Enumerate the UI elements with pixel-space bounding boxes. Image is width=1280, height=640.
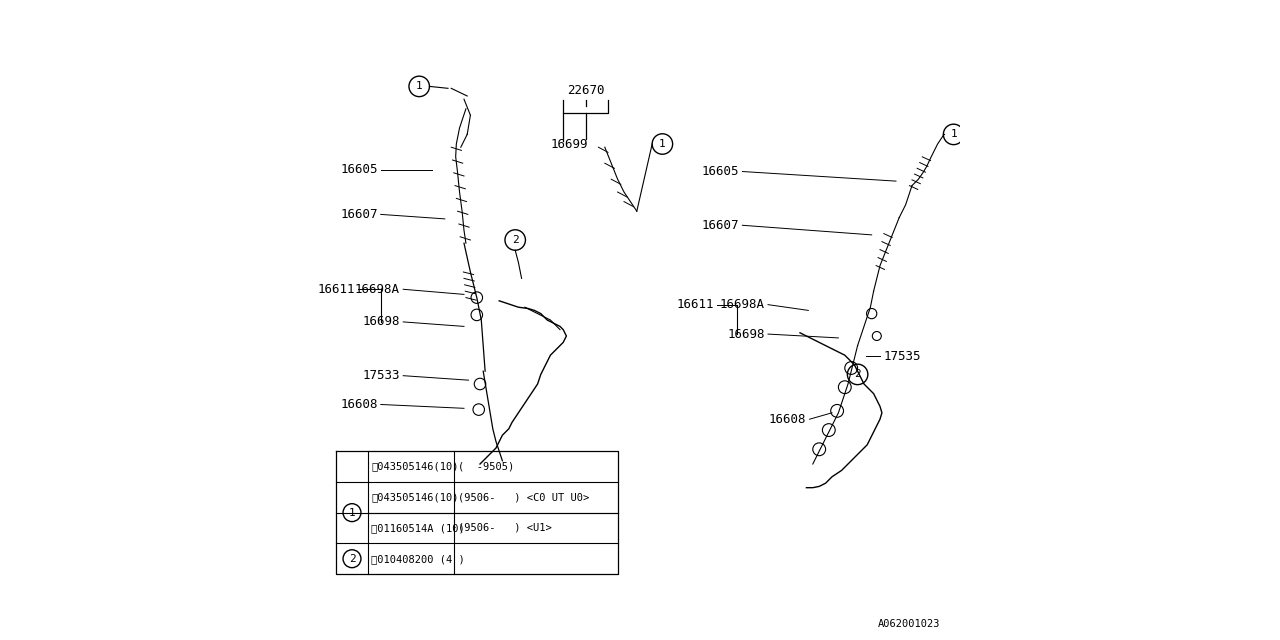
Text: 1: 1 [348, 508, 356, 518]
Text: 22670: 22670 [567, 84, 604, 97]
Text: 1: 1 [416, 81, 422, 92]
Text: 16611: 16611 [676, 298, 714, 311]
Text: Ⓝ043505146(10): Ⓝ043505146(10) [371, 461, 458, 472]
Text: 2: 2 [512, 235, 518, 245]
Text: (9506-   ) <U1>: (9506- ) <U1> [458, 523, 552, 533]
Text: ⒲010408200 (4 ): ⒲010408200 (4 ) [371, 554, 465, 564]
Text: (  -9505): ( -9505) [458, 461, 513, 472]
Text: 2: 2 [854, 369, 861, 380]
Text: 16608: 16608 [340, 398, 378, 411]
Text: 16605: 16605 [701, 165, 740, 178]
Text: 16698: 16698 [727, 328, 765, 340]
Text: 16698A: 16698A [719, 298, 765, 311]
Text: 16607: 16607 [701, 219, 740, 232]
Text: 16605: 16605 [340, 163, 378, 176]
Text: 17533: 17533 [362, 369, 399, 382]
Text: 16699: 16699 [550, 138, 589, 150]
Text: A062001023: A062001023 [878, 619, 941, 629]
Text: 1: 1 [659, 139, 666, 149]
Text: 2: 2 [348, 554, 356, 564]
Text: Ⓝ043505146(10): Ⓝ043505146(10) [371, 492, 458, 502]
Text: 16611: 16611 [317, 283, 356, 296]
Text: 16607: 16607 [340, 208, 378, 221]
Text: 16608: 16608 [769, 413, 806, 426]
Text: 17535: 17535 [883, 350, 920, 363]
Text: 1: 1 [950, 129, 957, 140]
Text: (9506-   ) <C0 UT U0>: (9506- ) <C0 UT U0> [458, 492, 589, 502]
Text: 16698: 16698 [362, 316, 399, 328]
Text: ⒲01160514A (10): ⒲01160514A (10) [371, 523, 465, 533]
Text: 16698A: 16698A [355, 283, 399, 296]
